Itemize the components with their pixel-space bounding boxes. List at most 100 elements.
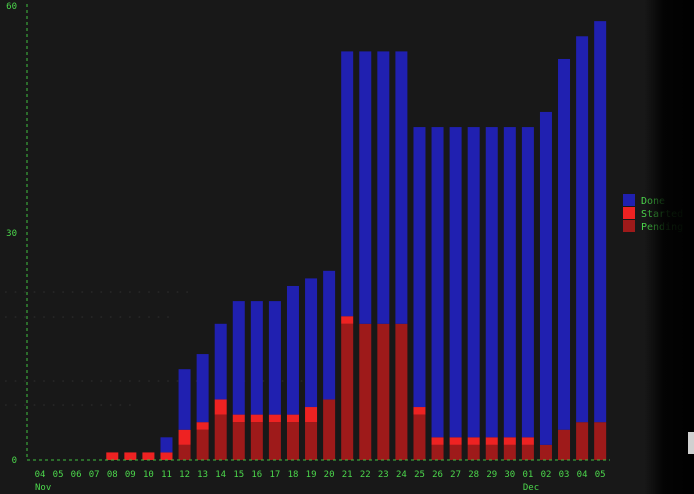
x-tick-label: 08 <box>107 470 118 480</box>
bar-done-8 <box>178 369 191 430</box>
bar-done-7 <box>160 437 173 453</box>
background-text-line: · · · · · · · · · · · · · · · · · · · · … <box>0 283 190 301</box>
y-tick-label: 60 <box>6 2 17 12</box>
bar-started-21 <box>413 407 426 415</box>
bar-started-15 <box>305 407 318 423</box>
bar-started-10 <box>214 399 227 415</box>
x-tick-label: 05 <box>53 470 64 480</box>
bar-started-4 <box>106 452 119 460</box>
bar-pending-11 <box>232 422 245 460</box>
legend-swatch-started <box>623 207 635 219</box>
bar-started-17 <box>341 316 354 324</box>
bar-started-27 <box>521 437 534 445</box>
bar-started-7 <box>160 452 173 460</box>
bar-done-16 <box>323 270 336 400</box>
bar-done-10 <box>214 323 227 400</box>
bar-pending-15 <box>305 422 318 460</box>
x-tick-label: 26 <box>432 470 443 480</box>
bar-done-18 <box>359 51 372 324</box>
bar-pending-9 <box>196 429 209 460</box>
y-tick-label: 0 <box>12 456 17 466</box>
bar-started-23 <box>449 437 462 445</box>
x-tick-label: 07 <box>89 470 100 480</box>
bar-pending-28 <box>539 444 552 460</box>
x-tick-label: 30 <box>504 470 515 480</box>
bar-done-28 <box>539 111 552 445</box>
x-tick-label: 17 <box>269 470 280 480</box>
x-tick-label: 19 <box>306 470 317 480</box>
bar-done-29 <box>558 58 571 430</box>
legend-swatch-done <box>623 194 635 206</box>
x-tick-label: 12 <box>179 470 190 480</box>
bar-pending-8 <box>178 444 191 460</box>
bar-started-26 <box>503 437 516 445</box>
x-tick-label: 20 <box>324 470 335 480</box>
x-tick-label: 28 <box>468 470 479 480</box>
bar-started-11 <box>232 414 245 423</box>
bar-done-20 <box>395 51 408 324</box>
bar-pending-29 <box>558 429 571 460</box>
bar-started-8 <box>178 429 191 445</box>
x-tick-label: 22 <box>360 470 371 480</box>
x-tick-label: 11 <box>161 470 172 480</box>
scrollbar-thumb[interactable] <box>688 432 694 454</box>
bar-done-24 <box>467 127 480 438</box>
bar-done-11 <box>232 301 245 415</box>
x-tick-label: 04 <box>577 470 588 480</box>
x-axis-ticks: 04 05 06 07 08 09 10 11 12 13 14 15 16 17 18 19 20 21 22 23… <box>35 470 606 493</box>
x-tick-label: 04 <box>35 470 46 480</box>
x-tick-label: 05 <box>595 470 606 480</box>
x-tick-label: 14 <box>215 470 226 480</box>
bar-done-14 <box>286 285 299 415</box>
bar-pending-17 <box>341 323 354 460</box>
bar-started-12 <box>250 414 263 423</box>
bar-done-31 <box>594 21 607 423</box>
bar-started-6 <box>142 452 155 460</box>
bar-done-12 <box>250 301 263 415</box>
x-tick-label: 06 <box>71 470 82 480</box>
x-tick-label: 18 <box>288 470 299 480</box>
bars-group <box>106 21 607 460</box>
bar-pending-10 <box>214 414 227 460</box>
bar-pending-12 <box>250 422 263 460</box>
bar-done-17 <box>341 51 354 317</box>
bar-pending-23 <box>449 444 462 460</box>
bar-pending-24 <box>467 444 480 460</box>
x-tick-label: 10 <box>143 470 154 480</box>
x-tick-label: 25 <box>414 470 425 480</box>
window-edge-shadow <box>644 0 694 494</box>
bar-done-22 <box>431 127 444 438</box>
x-tick-label: 09 <box>125 470 136 480</box>
bar-pending-20 <box>395 323 408 460</box>
bar-pending-14 <box>286 422 299 460</box>
y-axis-ticks: 0 30 60 <box>6 2 17 466</box>
background-text-line: · · · · · · · · · · · · · · · · · · · <box>0 308 171 326</box>
bar-started-24 <box>467 437 480 445</box>
bar-pending-22 <box>431 444 444 460</box>
bar-pending-16 <box>323 399 336 460</box>
bar-pending-13 <box>268 422 281 460</box>
x-month-label: Nov <box>35 483 51 493</box>
x-tick-label: 16 <box>251 470 262 480</box>
bar-done-13 <box>268 301 281 415</box>
x-month-label: Dec <box>523 483 539 493</box>
bar-done-27 <box>521 127 534 438</box>
background-text-line: · · · · · · · · · · · · · · · · · · · · … <box>0 372 304 390</box>
bar-done-9 <box>196 354 209 423</box>
x-tick-label: 24 <box>396 470 407 480</box>
bar-pending-21 <box>413 414 426 460</box>
x-tick-label: 21 <box>342 470 353 480</box>
bar-pending-26 <box>503 444 516 460</box>
bar-started-9 <box>196 422 209 430</box>
bar-pending-19 <box>377 323 390 460</box>
background-text-line: · · · · · · · · · · · · · · · <box>0 396 133 414</box>
x-tick-label: 15 <box>233 470 244 480</box>
x-tick-label: 03 <box>559 470 570 480</box>
x-tick-label: 29 <box>486 470 497 480</box>
bar-pending-27 <box>521 444 534 460</box>
bar-started-5 <box>124 452 137 460</box>
bar-done-23 <box>449 127 462 438</box>
x-tick-label: 27 <box>450 470 461 480</box>
x-tick-label: 13 <box>197 470 208 480</box>
